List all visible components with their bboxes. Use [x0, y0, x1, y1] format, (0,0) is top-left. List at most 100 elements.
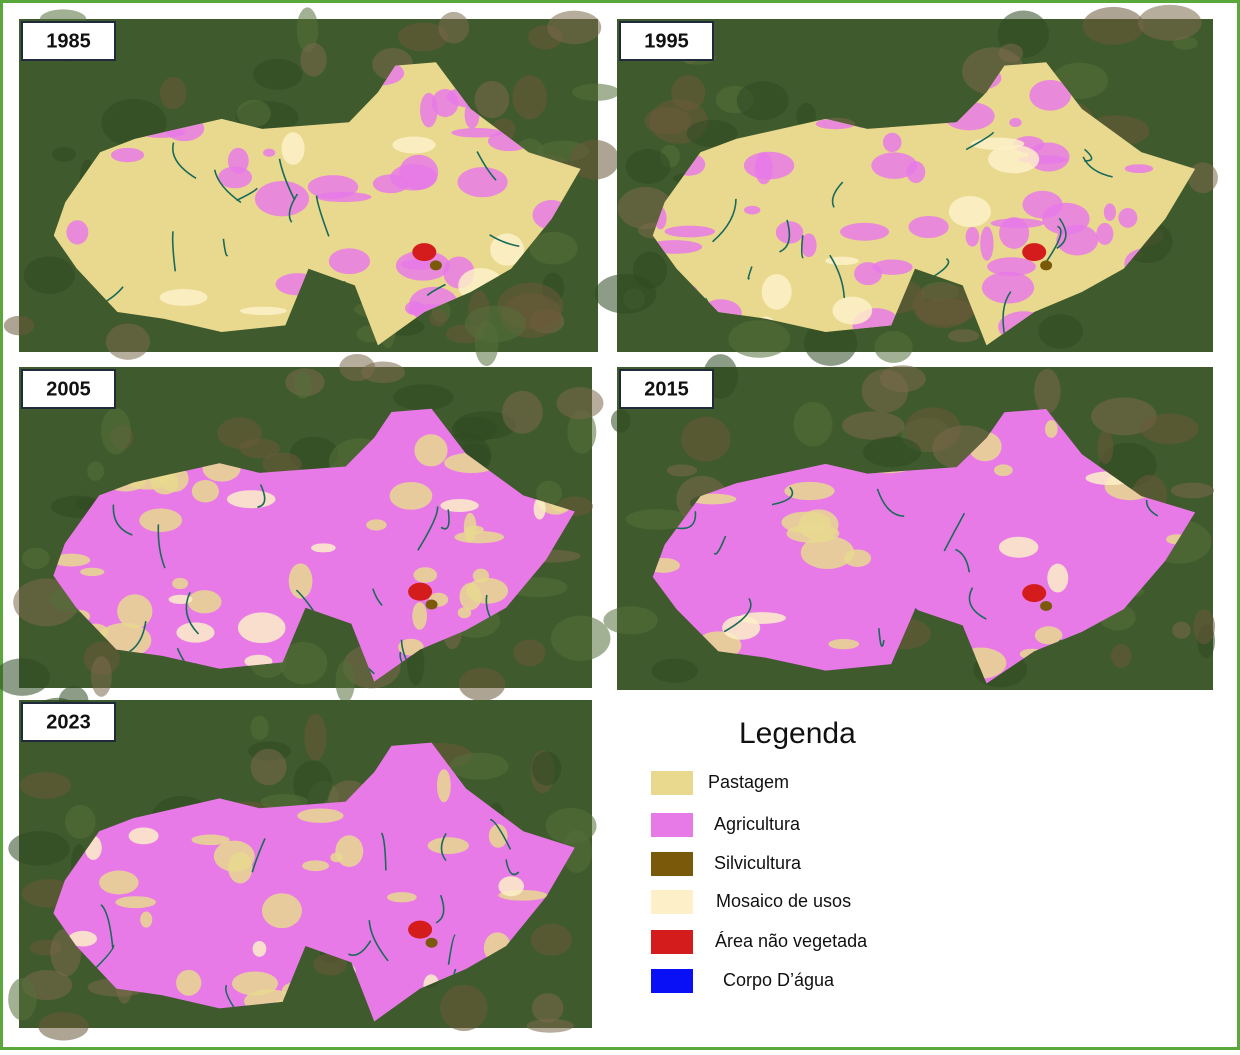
land-use-patch	[980, 226, 994, 261]
land-use-patch	[1118, 207, 1138, 228]
map-panel: 2005	[0, 353, 611, 703]
terrain-patch	[260, 794, 309, 809]
land-use-patch	[454, 530, 505, 544]
terrain-patch	[793, 401, 833, 447]
land-use-patch	[140, 911, 153, 928]
land-use-patch	[871, 152, 918, 179]
terrain-patch	[1082, 6, 1145, 45]
land-use-patch	[297, 808, 344, 823]
municipality	[652, 408, 1196, 684]
land-use-patch	[414, 434, 448, 467]
terrain-patch	[1091, 397, 1157, 436]
river	[829, 254, 846, 298]
terrain-patch	[1170, 482, 1215, 499]
land-use-patch	[840, 222, 890, 241]
land-use-patch	[231, 971, 279, 996]
terrain-patch	[686, 119, 738, 148]
terrain-patch	[458, 667, 506, 701]
land-use-patch	[302, 860, 330, 872]
land-use-patch	[1103, 203, 1116, 222]
land-use-patch	[263, 148, 276, 157]
terrain-patch	[293, 760, 333, 808]
land-use-patch	[117, 594, 153, 629]
river	[800, 235, 804, 259]
terrain-patch	[52, 147, 76, 162]
land-use-patch	[457, 167, 508, 198]
river	[315, 195, 330, 237]
land-use-patch	[228, 852, 253, 884]
legend-swatch	[651, 890, 693, 914]
terrain-patch	[293, 371, 312, 399]
river	[878, 628, 885, 647]
terrain-patch	[304, 713, 327, 761]
terrain-patch	[550, 615, 611, 661]
terrain-patch	[863, 436, 922, 468]
land-use-patch	[472, 568, 490, 583]
land-use-patch	[227, 147, 249, 174]
terrain-patch	[874, 331, 913, 363]
land-use-patch	[413, 567, 438, 583]
land-use-patch	[533, 497, 546, 520]
river	[476, 151, 497, 181]
terrain-patch	[159, 77, 187, 110]
river	[222, 238, 229, 257]
terrain-patch	[603, 606, 658, 635]
terrain-patch	[680, 416, 731, 462]
river	[505, 859, 520, 876]
land-use-patch	[115, 896, 156, 909]
land-use-patch	[743, 205, 761, 215]
land-use-patch	[254, 181, 310, 217]
terrain-patch	[454, 411, 517, 440]
terrain-patch	[556, 387, 604, 420]
land-use-patch	[1022, 190, 1063, 219]
land-use-patch	[1027, 142, 1070, 172]
terrain-patch	[474, 320, 499, 367]
land-use-patch	[981, 271, 1035, 304]
map-panel: 1985	[3, 7, 620, 367]
river	[236, 187, 258, 202]
land-use-patch	[872, 259, 913, 275]
river	[257, 484, 266, 508]
land-use-patch	[335, 835, 364, 867]
terrain-patch	[625, 149, 671, 184]
terrain-patch	[736, 81, 789, 121]
year-box	[21, 369, 116, 409]
terrain-patch	[502, 390, 543, 434]
terrain-patch	[87, 461, 105, 481]
land-use-patch	[948, 195, 991, 228]
river	[225, 984, 254, 1022]
land-use-patch	[761, 274, 792, 310]
river	[185, 591, 200, 635]
river	[489, 818, 512, 850]
land-use-patch	[998, 536, 1039, 558]
legend-label: Pastagem	[708, 772, 789, 792]
land-use-patch	[743, 151, 795, 180]
land-use-patch	[307, 175, 359, 199]
terrain-patch	[530, 923, 572, 956]
river	[831, 181, 844, 208]
terrain-patch	[569, 139, 620, 180]
land-use-patch	[490, 233, 525, 266]
land-use-patch	[882, 132, 902, 153]
terrain-patch	[526, 1018, 574, 1033]
year-box	[619, 369, 714, 409]
land-use-patch	[498, 876, 524, 897]
river	[674, 511, 697, 530]
land-use-patch	[159, 288, 208, 306]
river	[747, 266, 753, 280]
river	[348, 940, 372, 957]
river	[965, 131, 995, 151]
terrain-patch	[1193, 608, 1216, 645]
terrain-patch	[513, 639, 546, 667]
terrain-patch	[393, 384, 454, 411]
land-use-patch	[999, 217, 1030, 249]
municipality	[652, 62, 1196, 346]
municipality	[53, 742, 575, 1022]
urban-area	[1022, 584, 1047, 603]
land-use-patch	[965, 226, 980, 247]
legend-title: Legenda	[739, 717, 856, 750]
river	[1145, 500, 1159, 517]
terrain-patch	[1038, 314, 1083, 349]
urban-area	[408, 920, 433, 939]
river	[171, 231, 177, 272]
